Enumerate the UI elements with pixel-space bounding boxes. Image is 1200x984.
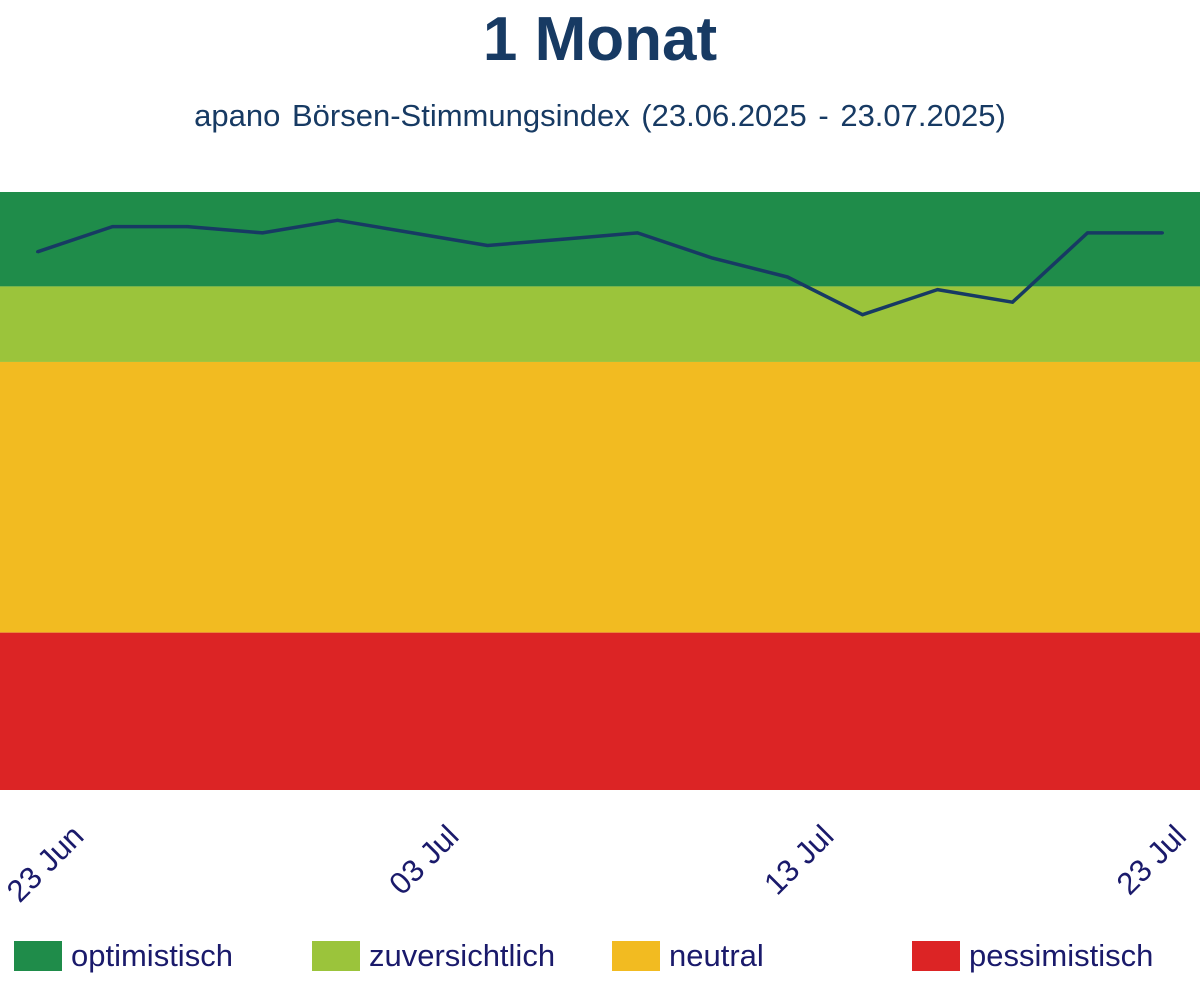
band-pessimistisch — [0, 632, 1200, 790]
data-point — [861, 313, 864, 317]
legend-item-zuversichtlich: zuversichtlich — [312, 936, 555, 976]
legend-item-pessimistisch: pessimistisch — [912, 936, 1153, 976]
data-point — [1011, 300, 1014, 304]
chart-title: 1 Monat — [482, 5, 718, 74]
legend-item-neutral: neutral — [612, 936, 764, 976]
data-point — [411, 231, 414, 235]
legend-label: pessimistisch — [969, 938, 1154, 973]
data-point — [111, 225, 114, 229]
sentiment-line — [36, 218, 1164, 317]
x-tick-label: 23 Jun — [0, 818, 90, 909]
data-point — [336, 218, 339, 222]
legend-label: optimistisch — [71, 938, 233, 973]
band-optimistisch — [0, 192, 1200, 287]
band-zuversichtlich — [0, 286, 1200, 362]
x-axis-ticks: 23 Jun 03 Jul 13 Jul 23 Jul — [0, 818, 1193, 909]
data-point — [186, 225, 189, 229]
data-point — [261, 231, 264, 235]
x-tick-label: 13 Jul — [757, 818, 840, 901]
chart-plot: 23 Jun 03 Jul 13 Jul 23 Jul — [0, 192, 1200, 909]
legend-swatch — [912, 941, 960, 971]
data-point — [936, 288, 939, 292]
legend-swatch — [612, 941, 660, 971]
legend-swatch — [312, 941, 360, 971]
legend-label: neutral — [669, 938, 764, 973]
x-tick-label: 23 Jul — [1110, 818, 1193, 901]
data-point — [1086, 231, 1089, 235]
data-point — [636, 231, 639, 235]
x-tick-label: 03 Jul — [382, 818, 465, 901]
legend-swatch — [14, 941, 62, 971]
chart-subtitle: apano Börsen-Stimmungsindex (23.06.2025 … — [194, 98, 1006, 133]
band-neutral — [0, 361, 1200, 633]
data-point — [1161, 231, 1164, 235]
data-point — [711, 256, 714, 260]
legend-item-optimistisch: optimistisch — [14, 936, 233, 976]
data-point — [786, 275, 789, 279]
data-point — [486, 244, 489, 248]
data-point — [36, 250, 39, 254]
data-point — [561, 237, 564, 241]
sentiment-bands — [0, 192, 1200, 790]
legend-label: zuversichtlich — [369, 938, 556, 973]
series-line — [36, 218, 1163, 317]
